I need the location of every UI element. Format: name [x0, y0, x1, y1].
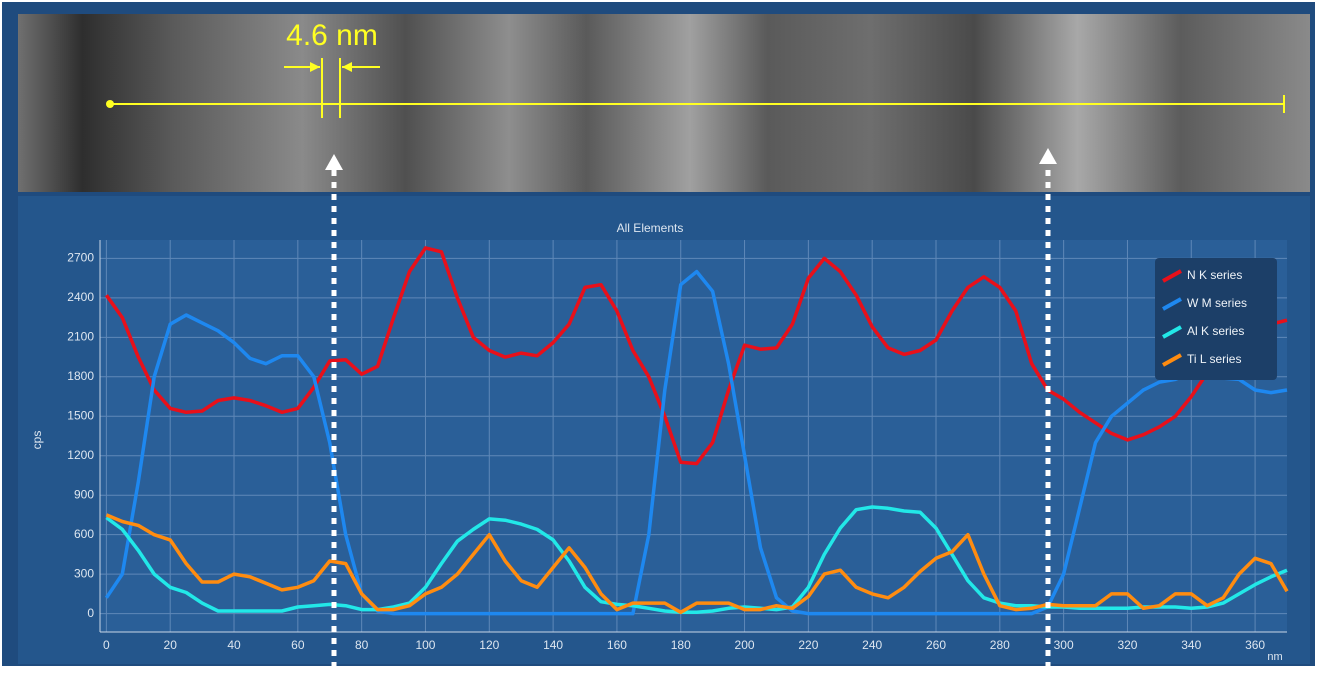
legend-label: N K series [1187, 268, 1242, 282]
screen: 4.6 nm All Elements cps nm 0300600900120… [0, 0, 1317, 668]
y-tick-label: 900 [74, 487, 94, 501]
legend-label: Ti L series [1187, 352, 1241, 366]
x-tick-label: 220 [798, 638, 818, 652]
y-tick-label: 300 [74, 566, 94, 580]
x-tick-label: 80 [355, 638, 369, 652]
x-axis-label: nm [1267, 651, 1282, 663]
x-tick-label: 240 [862, 638, 882, 652]
plot-background [100, 240, 1287, 632]
x-tick-label: 340 [1181, 638, 1201, 652]
x-tick-label: 0 [103, 638, 110, 652]
y-tick-label: 2100 [67, 330, 94, 344]
x-tick-label: 60 [291, 638, 305, 652]
x-tick-label: 100 [415, 638, 435, 652]
y-axis-label: cps [30, 431, 44, 450]
y-tick-label: 1800 [67, 369, 94, 383]
x-tick-label: 160 [607, 638, 627, 652]
x-tick-label: 40 [227, 638, 241, 652]
annotation: 4.6 nm [286, 19, 378, 52]
x-tick-label: 180 [671, 638, 691, 652]
x-tick-label: 120 [479, 638, 499, 652]
x-tick-label: 20 [164, 638, 178, 652]
x-tick-label: 140 [543, 638, 563, 652]
legend-label: W M series [1187, 296, 1247, 310]
plot: 0 300 600 900 1200 1500 1800 2100 2400 2700 0 20 40 6… [67, 240, 1287, 652]
y-tick-label: 600 [74, 527, 94, 541]
y-tick-label: 2700 [67, 251, 94, 265]
y-tick-label: 1500 [67, 408, 94, 422]
legend-label: Al K series [1187, 324, 1244, 338]
x-tick-label: 360 [1245, 638, 1265, 652]
y-tick-label: 0 [87, 606, 94, 620]
x-tick-label: 280 [990, 638, 1010, 652]
x-tick-label: 260 [926, 638, 946, 652]
y-tick-label: 1200 [67, 448, 94, 462]
x-tick-label: 320 [1117, 638, 1137, 652]
chart-title: All Elements [617, 221, 684, 235]
x-tick-label: 300 [1054, 638, 1074, 652]
x-tick-label: 200 [735, 638, 755, 652]
marker-dot [106, 100, 114, 108]
y-tick-label: 2400 [67, 290, 94, 304]
